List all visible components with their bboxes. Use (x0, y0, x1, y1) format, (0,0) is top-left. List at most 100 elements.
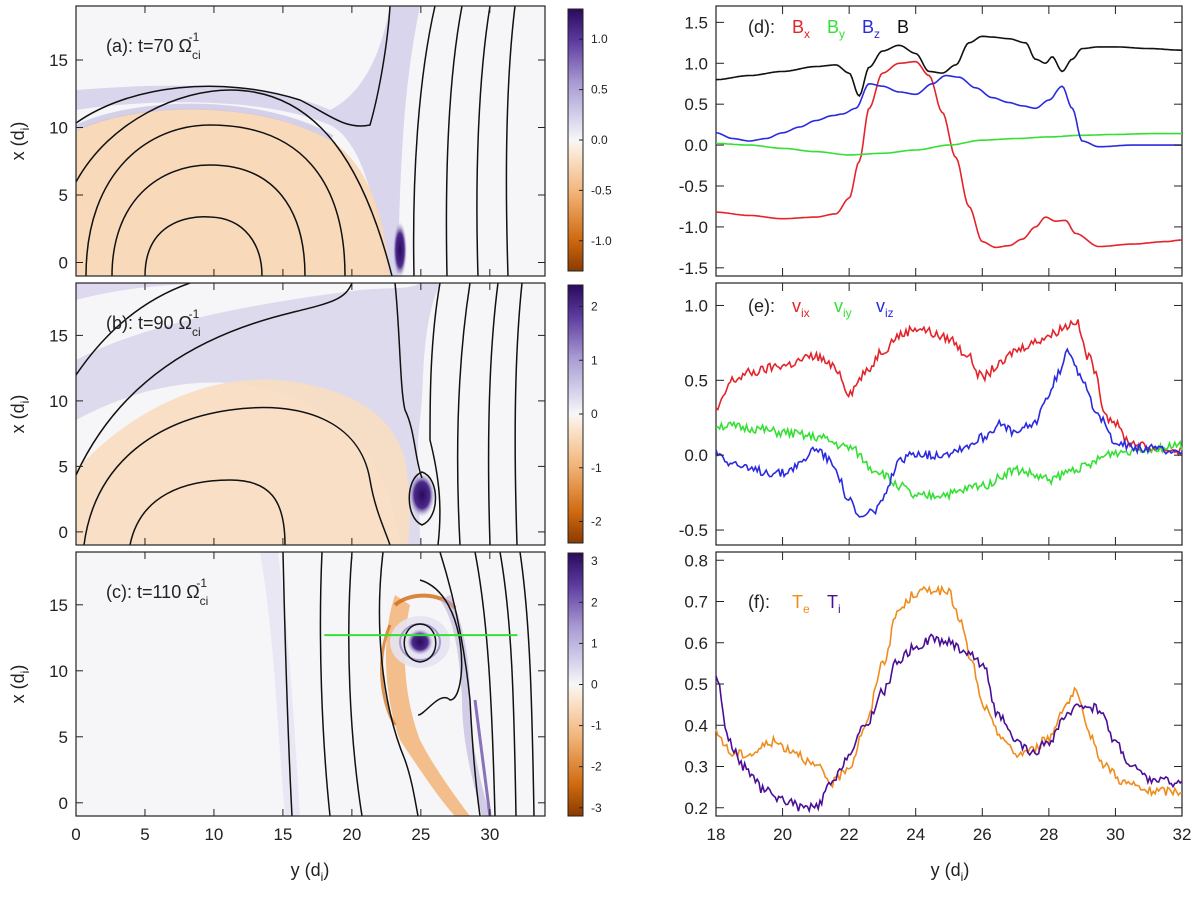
panel-b-purple-band (76, 283, 440, 545)
panel-c-ticks: 0 5 10 15 20 25 30 0 5 10 15 (49, 552, 545, 844)
colorbar-tick-label: 1.0 (591, 32, 608, 46)
panel-b-colorbar-ticks: -2 -1 0 1 2 (579, 300, 602, 529)
panel-d: -1.5 -1.0 -0.5 0.0 0.5 1.0 1.5 (d): Bx By Bz B (679, 5, 1183, 278)
colorbar-tick-label: -1 (591, 719, 602, 733)
panel-b: (b): t=90 Ωci-1 0 5 10 15 x (di) -2 -1 0 1 2 (8, 282, 602, 546)
panel-f-legend: (f): Te Ti (748, 592, 841, 616)
x-tick-label: 32 (1173, 825, 1192, 844)
panel-b-field-lines (76, 283, 523, 545)
series-line-viz (715, 347, 1183, 518)
y-tick-label: 5 (59, 728, 68, 747)
panel-a-ylabel: x (di) (8, 122, 32, 161)
series-line-bz (715, 74, 1182, 148)
panel-c-field-lines (282, 552, 535, 816)
x-tick-label: 28 (1039, 825, 1058, 844)
x-tick-label: 0 (71, 825, 80, 844)
colorbar-tick-label: 1 (591, 353, 598, 367)
panel-a-field-lines (76, 6, 516, 276)
panel-e-title: (e): (748, 296, 775, 316)
colorbar-tick-label: -1 (591, 461, 602, 475)
panel-b-ylabel: x (di) (8, 395, 32, 434)
panel-f-frame (715, 551, 1183, 817)
panel-c-plasmoid (407, 629, 433, 655)
colorbar-tick-label: 0.5 (591, 83, 608, 97)
panel-e-ticks: -0.5 0.0 0.5 1.0 (679, 283, 1183, 545)
y-tick-label: 0.0 (684, 136, 708, 155)
x-tick-label: 24 (906, 825, 925, 844)
panel-c-frame (75, 551, 546, 817)
panel-f-title: (f): (748, 592, 770, 612)
panel-e-legend: (e): vix viy viz (748, 296, 894, 320)
panel-d-ticks: -1.5 -1.0 -0.5 0.0 0.5 1.0 1.5 (679, 6, 1183, 278)
panel-a-colorbar-ticks: -1.0 -0.5 0.0 0.5 1.0 (579, 32, 612, 248)
legend-item: Te (792, 592, 810, 616)
panel-d-legend: (d): Bx By Bz B (748, 17, 909, 41)
x-tick-label: 22 (840, 825, 859, 844)
x-tick-label: 15 (273, 825, 292, 844)
panel-a: (a): t=70 Ωci-1 0 5 10 15 x (di) -1.0 -0.5 0.… (8, 5, 612, 277)
panel-b-title: (b): t=90 Ωci-1 (106, 307, 201, 339)
y-tick-label: -0.5 (679, 521, 708, 540)
panel-a-orange-region (76, 108, 390, 276)
colorbar-tick-label: 3 (591, 554, 598, 568)
colorbar-tick-label: 0.0 (591, 133, 608, 147)
y-tick-label: 0.6 (684, 634, 708, 653)
panel-c-ylabel: x (di) (8, 665, 32, 704)
panel-e-series (715, 319, 1183, 518)
panel-c-colorbar-ticks: -3 -2 -1 0 1 2 3 (579, 554, 602, 815)
y-tick-label: 0.5 (684, 675, 708, 694)
y-tick-label: 0 (59, 794, 68, 813)
x-tick-label: 25 (411, 825, 430, 844)
y-tick-label: -1.5 (679, 259, 708, 278)
panel-f-ticks: 18 20 22 24 26 28 30 32 0.2 0.3 0.4 0.5 0.6 0.7 0.8 (684, 551, 1191, 844)
legend-item: Bz (862, 17, 880, 41)
y-tick-label: 5 (59, 186, 68, 205)
series-line-viy (715, 420, 1183, 502)
x-tick-label: 18 (707, 825, 726, 844)
panel-a-current-sheet (393, 222, 407, 276)
colorbar-tick-label: 0 (591, 678, 598, 692)
y-tick-label: 10 (49, 119, 68, 138)
y-tick-label: 0 (59, 523, 68, 542)
series-line-vix (715, 319, 1183, 457)
legend-item: vix (792, 296, 810, 320)
series-line-bmag (716, 35, 1182, 98)
y-tick-label: 0.4 (684, 716, 708, 735)
colorbar-tick-label: 1 (591, 636, 598, 650)
y-tick-label: 5 (59, 457, 68, 476)
panel-f: 18 20 22 24 26 28 30 32 0.2 0.3 0.4 0.5 0.6 0.7 0.8 (f… (684, 551, 1191, 884)
legend-item: viz (876, 296, 894, 320)
y-tick-label: -1.0 (679, 218, 708, 237)
series-line-by (716, 132, 1182, 156)
y-tick-label: 0.0 (684, 446, 708, 465)
panel-f-xlabel: y (di) (931, 860, 970, 884)
colorbar-tick-label: 2 (591, 300, 598, 314)
colorbar-tick-label: 0 (591, 407, 598, 421)
colorbar-tick-label: -0.5 (591, 183, 612, 197)
panel-d-frame (715, 5, 1183, 277)
colorbar-tick-label: -3 (591, 801, 602, 815)
x-tick-label: 30 (1106, 825, 1125, 844)
panel-e: -0.5 0.0 0.5 1.0 (e): vix viy viz (679, 282, 1183, 546)
y-tick-label: 10 (49, 662, 68, 681)
panel-b-plasmoid (409, 473, 435, 517)
y-tick-label: 10 (49, 392, 68, 411)
panel-f-series (715, 584, 1183, 814)
legend-item: viy (834, 296, 852, 320)
y-tick-label: 15 (49, 51, 68, 70)
panel-d-title: (d): (748, 17, 775, 37)
panel-d-series (715, 35, 1183, 249)
legend-item: Ti (827, 592, 841, 616)
panel-a-title: (a): t=70 Ωci-1 (106, 30, 201, 62)
y-tick-label: 15 (49, 596, 68, 615)
y-tick-label: 0.2 (684, 799, 708, 818)
y-tick-label: 1.0 (684, 54, 708, 73)
colorbar-tick-label: -2 (591, 515, 602, 529)
y-tick-label: 0.5 (684, 95, 708, 114)
colorbar-tick-label: 2 (591, 595, 598, 609)
y-tick-label: 0.5 (684, 371, 708, 390)
panel-b-frame (75, 282, 546, 546)
panel-c-orange-arc (385, 595, 470, 816)
